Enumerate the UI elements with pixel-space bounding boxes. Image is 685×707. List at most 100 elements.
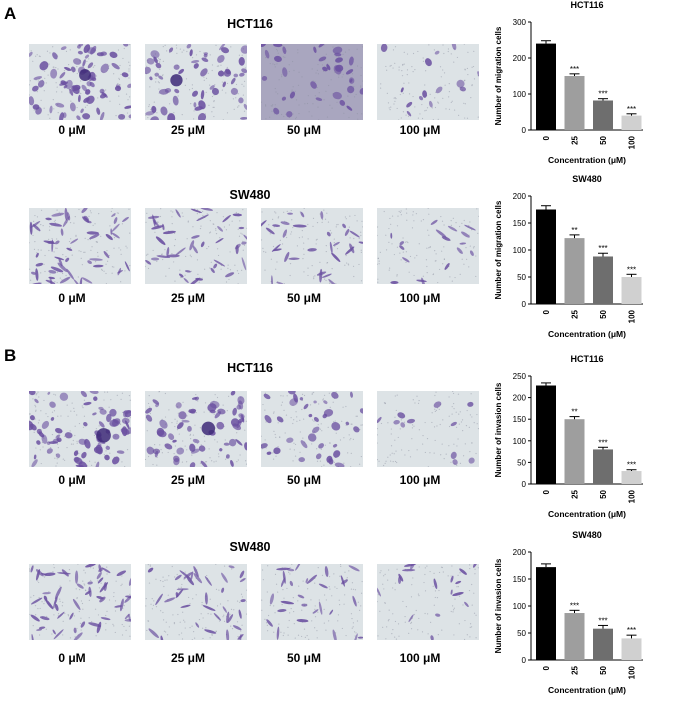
micrograph-image [377, 564, 479, 640]
x-tick-label: 0 [542, 135, 551, 140]
y-tick-label: 100 [513, 90, 527, 99]
x-tick-label: 100 [628, 135, 637, 149]
significance-label: *** [627, 461, 636, 470]
significance-label: *** [627, 265, 636, 274]
y-axis-label: Number of invasion cells [494, 382, 503, 477]
concentration-label: 50 μM [286, 473, 322, 487]
concentration-label: 25 μM [170, 123, 206, 137]
micrograph-image [377, 44, 479, 120]
x-tick-label: 50 [599, 309, 608, 318]
significance-label: *** [627, 626, 636, 635]
x-tick-label: 0 [542, 309, 551, 314]
y-tick-label: 50 [517, 273, 526, 282]
micrograph-image [145, 391, 247, 467]
image-row-title: HCT116 [227, 361, 273, 375]
bar [564, 76, 585, 130]
concentration-label: 100 μM [399, 473, 441, 487]
micrograph-image [261, 391, 363, 467]
significance-label: *** [598, 90, 607, 99]
x-tick-label: 50 [599, 135, 608, 144]
x-tick-label: 100 [628, 665, 637, 679]
bar-chart-svg: HCT116 0 100 200 300 Number of migration cell… [494, 0, 643, 165]
bar [564, 613, 585, 660]
x-tick-label: 25 [571, 489, 580, 498]
bar [536, 43, 556, 130]
micrograph-image [377, 208, 479, 284]
bar [593, 449, 613, 484]
bar-chart: HCT116 0 100 200 300 Number of migration cell… [491, 0, 681, 177]
bar [621, 277, 642, 304]
y-tick-label: 100 [513, 602, 527, 611]
bar-chart-svg: SW480 0 50 100 150 200 Number of invasion cell… [494, 530, 643, 695]
x-axis-label: Concentration (μM) [548, 509, 626, 519]
significance-label: *** [570, 65, 579, 74]
y-axis-label: Number of migration cells [494, 200, 503, 299]
y-tick-label: 150 [513, 575, 527, 584]
concentration-label: 100 μM [399, 651, 441, 665]
x-tick-label: 25 [571, 665, 580, 674]
micrograph-image [29, 44, 131, 120]
image-row-title: SW480 [229, 188, 271, 202]
y-tick-label: 0 [522, 656, 527, 665]
y-tick-label: 150 [513, 219, 527, 228]
y-tick-label: 50 [517, 629, 526, 638]
x-tick-label: 50 [599, 665, 608, 674]
x-tick-label: 50 [599, 489, 608, 498]
x-tick-label: 0 [542, 489, 551, 494]
bar [536, 567, 556, 660]
concentration-label: 50 μM [286, 123, 322, 137]
concentration-label: 25 μM [170, 651, 206, 665]
concentration-label: 0 μM [58, 651, 86, 665]
bar [593, 628, 613, 660]
y-tick-label: 100 [513, 437, 527, 446]
micrograph-image [145, 564, 247, 640]
bar [536, 209, 556, 304]
y-tick-label: 200 [513, 548, 527, 557]
y-tick-label: 200 [513, 192, 527, 201]
y-axis-label: Number of migration cells [494, 26, 503, 125]
concentration-label: 25 μM [170, 473, 206, 487]
y-tick-label: 300 [513, 18, 527, 27]
bar-chart-svg: SW480 0 50 100 150 200 Number of migration cel… [494, 174, 643, 339]
bar [621, 115, 642, 130]
significance-label: *** [598, 438, 607, 447]
y-tick-label: 0 [522, 480, 527, 489]
micrograph-image [29, 391, 131, 467]
concentration-label: 50 μM [286, 651, 322, 665]
image-row-title: SW480 [229, 540, 271, 554]
micrograph-image [145, 44, 247, 120]
y-tick-label: 150 [513, 415, 527, 424]
significance-label: *** [598, 616, 607, 625]
micrograph-image [261, 564, 363, 640]
micrograph-image [261, 44, 363, 120]
micrograph-image [377, 391, 479, 467]
chart-title: HCT116 [570, 0, 603, 10]
bar [564, 238, 585, 304]
y-tick-label: 250 [513, 372, 527, 381]
panel-label-a: A [4, 4, 17, 23]
concentration-label: 100 μM [399, 291, 441, 305]
x-tick-label: 100 [628, 309, 637, 323]
significance-label: ** [571, 226, 577, 235]
y-tick-label: 200 [513, 54, 527, 63]
bar [621, 638, 642, 660]
significance-label: *** [627, 105, 636, 114]
bar [621, 471, 642, 484]
chart-title: SW480 [572, 530, 602, 540]
bar [564, 419, 585, 484]
bar [536, 385, 556, 484]
bar [593, 100, 613, 130]
y-tick-label: 100 [513, 246, 527, 255]
micrograph-image [145, 208, 247, 284]
x-tick-label: 25 [571, 309, 580, 318]
y-axis-label: Number of invasion cells [494, 558, 503, 653]
image-row-title: HCT116 [227, 17, 273, 31]
y-tick-label: 0 [522, 300, 527, 309]
bar-chart: HCT116 0 50 100 150 200 250 Number of invasion … [491, 354, 681, 531]
concentration-label: 50 μM [286, 291, 322, 305]
concentration-label: 0 μM [58, 473, 86, 487]
significance-label: ** [571, 408, 577, 417]
chart-title: HCT116 [570, 354, 603, 364]
significance-label: *** [598, 244, 607, 253]
